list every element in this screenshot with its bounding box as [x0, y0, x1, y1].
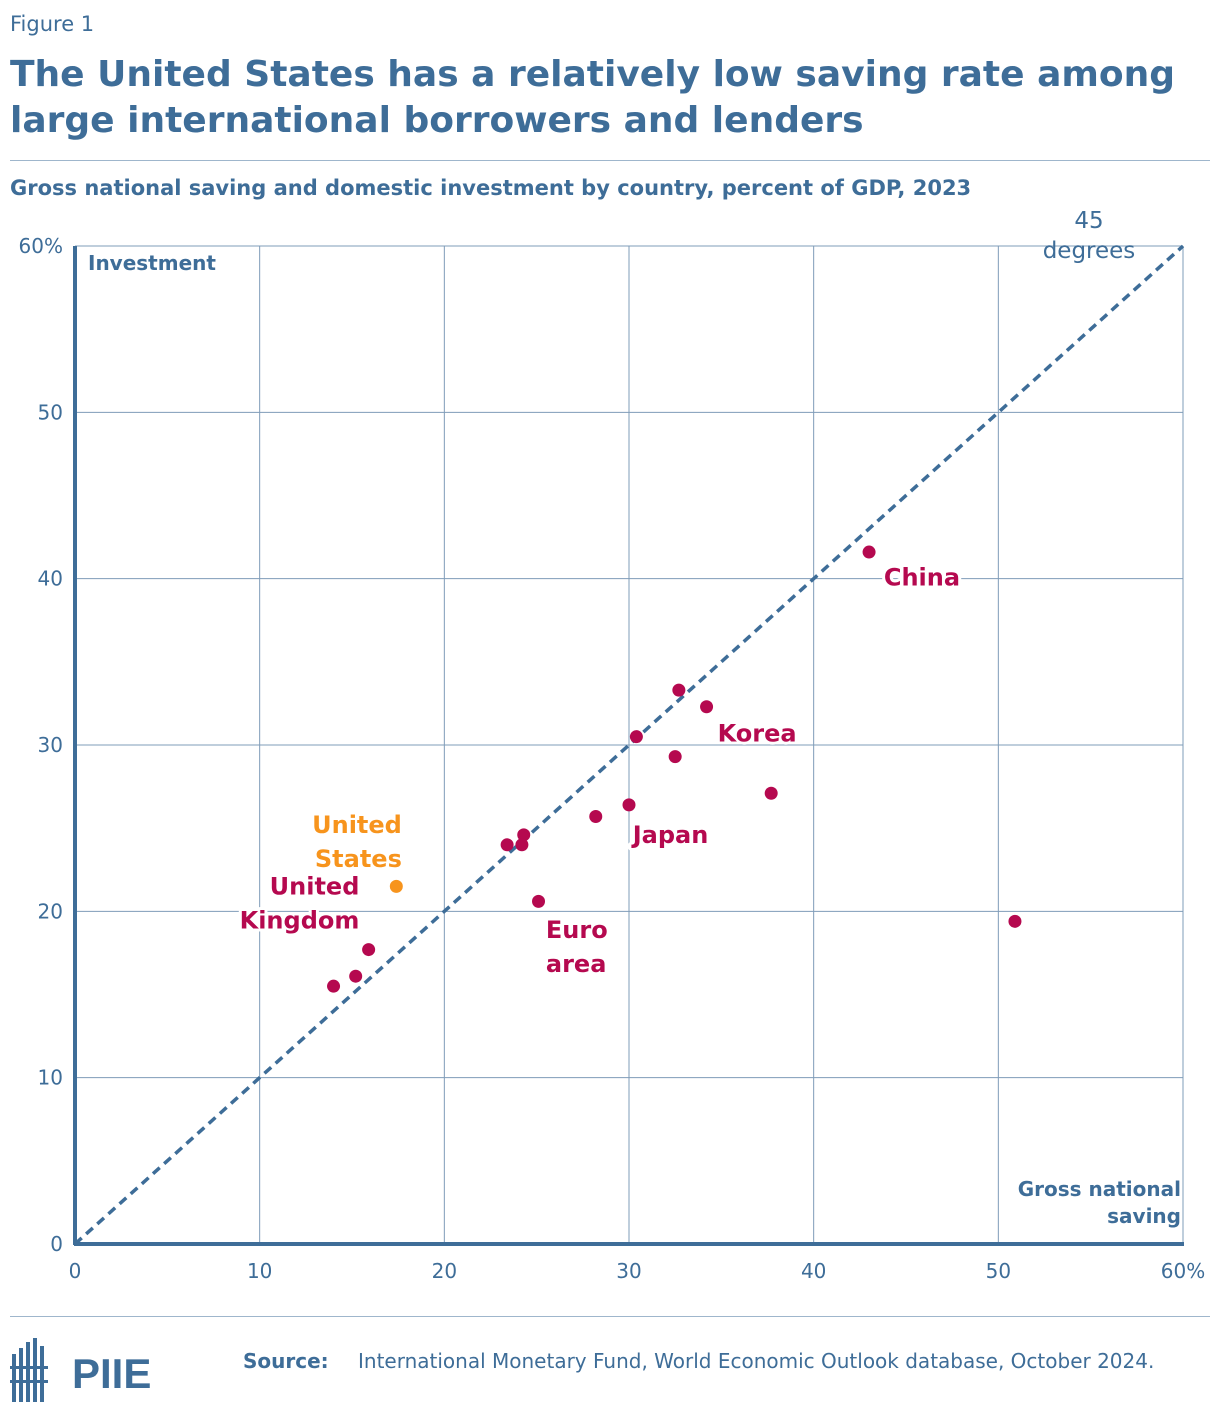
y-tick-label: 30 [38, 733, 63, 757]
data-point [668, 750, 682, 764]
point-annotation-line: Japan [631, 821, 709, 849]
data-point [362, 943, 376, 957]
source-text: International Monetary Fund, World Econo… [358, 1349, 1155, 1373]
x-tick-label: 20 [432, 1259, 457, 1283]
point-annotation-label: United States [312, 811, 402, 873]
reference-line-45-degrees [73, 244, 1185, 1246]
chart-title: The United States has a relatively low s… [10, 54, 1176, 141]
figure-label: Figure 1 [10, 12, 95, 36]
data-points [327, 545, 1022, 993]
grid-lines [75, 245, 1184, 1244]
piie-logo: PIIE [10, 1338, 151, 1402]
axes [73, 246, 1184, 1246]
point-annotation-label: China [884, 563, 960, 591]
data-point [622, 798, 636, 812]
data-point [517, 828, 531, 842]
data-point [1008, 914, 1022, 928]
point-annotation-line: United [270, 873, 360, 901]
point-annotation-label: United Kingdom [240, 873, 360, 935]
footer-divider [10, 1316, 1210, 1317]
data-point [532, 894, 546, 908]
x-axis-title-line: Gross national [1018, 1177, 1181, 1201]
point-annotation-line: Kingdom [240, 907, 360, 935]
x-axis-title: Gross national saving [1018, 1177, 1181, 1228]
y-tick-label: 60% [19, 234, 63, 258]
x-tick-label: 10 [247, 1259, 272, 1283]
data-point [515, 838, 529, 852]
x-tick-label: 40 [801, 1259, 826, 1283]
y-tick-label: 40 [38, 567, 63, 591]
point-annotation-label: Korea [718, 720, 797, 748]
x-tick-label: 60% [1161, 1259, 1205, 1283]
point-annotation-line: China [884, 563, 960, 591]
point-annotation-line: United [312, 811, 402, 839]
data-point [349, 969, 363, 983]
point-annotation-line: Euro [546, 916, 608, 944]
reference-line-label-line: 45 [1074, 208, 1103, 234]
point-annotation-line: area [546, 950, 607, 978]
point-annotation-line: Korea [718, 720, 797, 748]
chart-subtitle: Gross national saving and domestic inves… [10, 176, 972, 200]
data-point [327, 979, 341, 993]
data-point [629, 730, 643, 744]
x-tick-label: 50 [986, 1259, 1011, 1283]
point-annotation-label: Euro area [546, 916, 608, 978]
reference-line-group: 45 degrees [73, 208, 1185, 1246]
reference-line-label-line: degrees [1043, 238, 1136, 264]
data-point [500, 838, 514, 852]
data-point-united-states [389, 879, 403, 893]
piie-logo-text: PIIE [72, 1350, 151, 1397]
reference-line-label: 45 degrees [1043, 208, 1136, 264]
y-tick-label: 0 [50, 1232, 63, 1256]
tick-labels: 0 10 20 30 40 50 60% 0 10 20 30 40 50 60% [19, 234, 1206, 1283]
point-annotation-label: Japan [631, 821, 709, 849]
x-axis-title-line: saving [1107, 1204, 1181, 1228]
axis-titles: Investment Gross national saving [88, 251, 1184, 1231]
x-tick-label: 30 [616, 1259, 641, 1283]
data-point [672, 683, 686, 697]
title-divider [10, 160, 1210, 161]
source-label: Source: [243, 1349, 329, 1373]
data-point [862, 545, 876, 559]
y-tick-label: 10 [38, 1066, 63, 1090]
data-point [700, 700, 714, 714]
y-axis-title: Investment [88, 251, 216, 275]
data-point [764, 786, 778, 800]
y-tick-label: 50 [38, 400, 63, 424]
source-note: Source: International Monetary Fund, Worl… [243, 1347, 1183, 1375]
piie-logo-mark-icon [10, 1338, 48, 1402]
y-tick-label: 20 [38, 899, 63, 923]
x-tick-label: 0 [69, 1259, 82, 1283]
point-annotation-line: States [315, 845, 402, 873]
scatter-chart: 0 10 20 30 40 50 60% 0 10 20 30 40 50 60% 45 degrees U… [19, 208, 1206, 1283]
data-point [589, 810, 603, 824]
